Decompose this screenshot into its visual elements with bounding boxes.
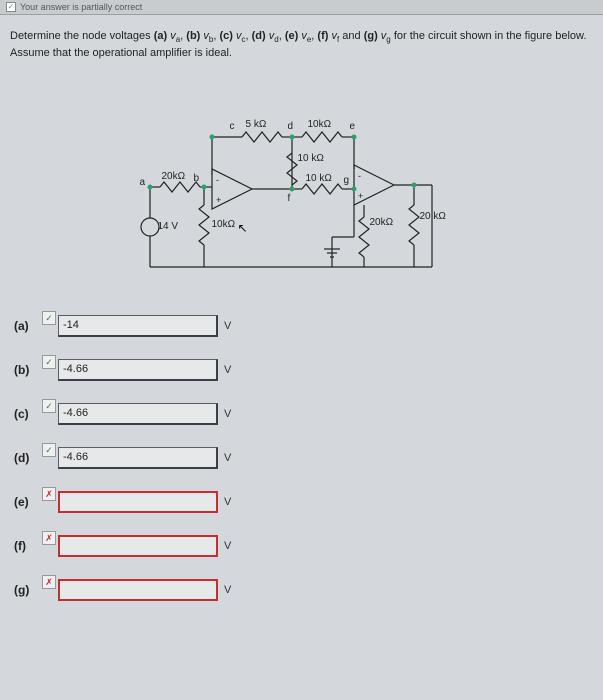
answer-input[interactable] (58, 535, 218, 557)
unit-label: V (224, 540, 231, 552)
answer-input[interactable]: -4.66 (58, 359, 218, 381)
partial-check-icon: ✓ (6, 2, 16, 12)
svg-text:-: - (358, 171, 361, 181)
unit-label: V (224, 496, 231, 508)
question-text: Determine the node voltages (a) va, (b) … (0, 15, 603, 69)
check-icon: ✓ (42, 311, 56, 325)
cross-icon: ✗ (42, 531, 56, 545)
svg-text:+: + (216, 195, 221, 205)
answers-section: (a) ✓ -14 V (b) ✓ -4.66 V (c) ✓ -4.66 V … (0, 295, 603, 633)
circuit-diagram: - + (132, 97, 472, 277)
answer-row: (b) ✓ -4.66 V (14, 359, 589, 381)
answer-row: (c) ✓ -4.66 V (14, 403, 589, 425)
unit-label: V (224, 364, 231, 376)
check-icon: ✓ (42, 399, 56, 413)
answer-row: (f) ✗ V (14, 535, 589, 557)
answer-label: (g) (14, 583, 44, 597)
answer-row: (e) ✗ V (14, 491, 589, 513)
svg-text:-: - (216, 175, 219, 185)
answer-label: (f) (14, 539, 44, 553)
check-icon: ✓ (42, 443, 56, 457)
answer-row: (g) ✗ V (14, 579, 589, 601)
answer-input[interactable]: -4.66 (58, 447, 218, 469)
unit-label: V (224, 584, 231, 596)
cross-icon: ✗ (42, 575, 56, 589)
unit-label: V (224, 452, 231, 464)
answer-label: (e) (14, 495, 44, 509)
check-icon: ✓ (42, 355, 56, 369)
answer-input[interactable]: -14 (58, 315, 218, 337)
answer-row: (a) ✓ -14 V (14, 315, 589, 337)
answer-label: (c) (14, 407, 44, 421)
svg-text:+: + (358, 191, 363, 201)
answer-input[interactable]: -4.66 (58, 403, 218, 425)
cross-icon: ✗ (42, 487, 56, 501)
answer-label: (b) (14, 363, 44, 377)
unit-label: V (224, 408, 231, 420)
cursor-icon: ↖ (238, 221, 248, 235)
answer-input[interactable] (58, 579, 218, 601)
status-text: Your answer is partially correct (20, 2, 142, 12)
answer-label: (d) (14, 451, 44, 465)
answer-input[interactable] (58, 491, 218, 513)
answer-row: (d) ✓ -4.66 V (14, 447, 589, 469)
unit-label: V (224, 320, 231, 332)
status-bar: ✓ Your answer is partially correct (0, 0, 603, 15)
answer-label: (a) (14, 319, 44, 333)
